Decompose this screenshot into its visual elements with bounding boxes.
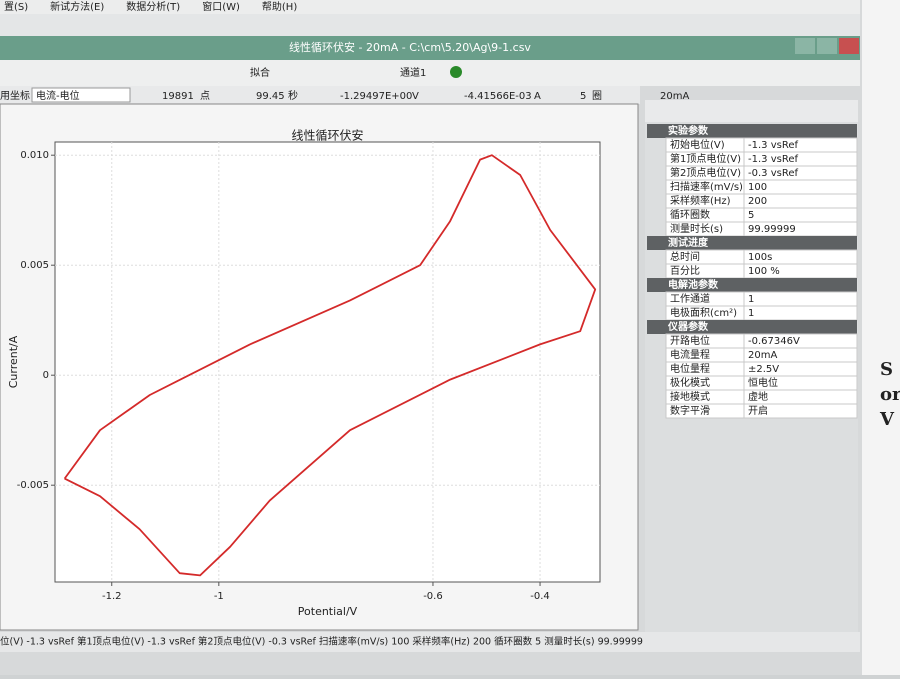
close-button[interactable]: [839, 38, 859, 54]
property-name: 测量时长(s): [670, 222, 723, 235]
y-tick-label: 0: [43, 370, 49, 381]
coord-label: 用坐标: [0, 90, 30, 102]
property-value: 20mA: [748, 350, 777, 361]
status-text: 位(V) -1.3 vsRef 第1顶点电位(V) -1.3 vsRef 第2顶…: [0, 636, 643, 648]
cv-curve: [63, 154, 597, 577]
menu-item[interactable]: 新试方法(E): [50, 0, 104, 13]
property-name: 极化模式: [670, 376, 710, 389]
property-value: -1.3 vsRef: [748, 154, 798, 165]
property-name: 初始电位(V): [670, 138, 725, 151]
section-title: 电解池参数: [668, 278, 719, 291]
property-name: 第1顶点电位(V): [670, 152, 741, 165]
coord-select[interactable]: [31, 87, 131, 103]
property-name: 百分比: [670, 265, 700, 277]
time: 99.45: [256, 91, 285, 102]
side-text: or: [880, 384, 900, 405]
y-tick-label: -0.005: [17, 480, 49, 491]
property-value: 恒电位: [748, 376, 778, 389]
channel-label: 通道1: [400, 66, 426, 79]
property-name: 接地模式: [670, 390, 710, 403]
property-value: 1: [748, 308, 754, 319]
property-value: -0.67346V: [748, 336, 800, 347]
app-toolbar: [0, 14, 860, 36]
points-unit: 点: [200, 90, 210, 102]
menu-item[interactable]: 窗口(W): [202, 0, 240, 13]
current-unit: A: [534, 91, 541, 102]
fit-label[interactable]: 拟合: [250, 66, 270, 79]
potential: -1.29497E+00: [340, 91, 412, 102]
current: -4.41566E-03: [464, 91, 532, 102]
section-header: [647, 236, 857, 250]
x-tick-label: -1: [214, 591, 224, 602]
property-value: 开启: [748, 404, 768, 417]
property-value: ±2.5V: [748, 364, 779, 375]
property-value: 100 %: [748, 266, 780, 277]
y-tick-label: 0.005: [20, 260, 49, 271]
property-name: 电极面积(cm²): [670, 306, 737, 319]
property-value: 200: [748, 196, 767, 207]
minimize-button[interactable]: [795, 38, 815, 54]
range: 20mA: [660, 91, 689, 102]
y-tick-label: 0.010: [20, 150, 49, 161]
chart-toolbar: [0, 60, 860, 86]
property-name: 开路电位: [670, 334, 710, 347]
section-title: 测试进度: [668, 236, 709, 249]
property-value: 100s: [748, 252, 772, 263]
property-name: 第2顶点电位(V): [670, 166, 741, 179]
cycles-unit: 圈: [592, 90, 602, 102]
coord-mode[interactable]: 电流-电位: [36, 89, 80, 102]
property-name: 电位量程: [670, 362, 710, 375]
cycles: 5: [580, 91, 586, 102]
menu-item[interactable]: 帮助(H): [262, 0, 297, 13]
x-tick-label: -0.4: [530, 591, 550, 602]
property-name: 总时间: [670, 250, 700, 263]
property-name: 数字平滑: [670, 404, 710, 417]
y-axis-label: Current/A: [7, 335, 20, 388]
status-led: [450, 66, 462, 78]
status-bar: [0, 632, 860, 652]
property-name: 工作通道: [670, 292, 710, 305]
time-unit: 秒: [288, 89, 298, 102]
panel-toolbar: [645, 100, 858, 122]
property-value: 100: [748, 182, 767, 193]
section-title: 仪器参数: [667, 320, 709, 333]
property-row[interactable]: [665, 403, 858, 419]
x-tick-label: -1.2: [102, 591, 122, 602]
maximize-button[interactable]: [817, 38, 837, 54]
x-tick-label: -0.6: [423, 591, 443, 602]
section-header: [647, 320, 857, 334]
x-axis-label: Potential/V: [298, 605, 358, 618]
property-value: 虚地: [748, 390, 768, 403]
property-name: 采样频率(Hz): [670, 194, 731, 207]
menu-item[interactable]: 数据分析(T): [126, 0, 180, 13]
property-value: -1.3 vsRef: [748, 140, 798, 151]
menu-bar: [0, 0, 860, 14]
potential-unit: V: [412, 91, 419, 102]
property-value: 5: [748, 210, 754, 221]
property-name: 循环圈数: [670, 208, 710, 221]
property-value: 99.99999: [748, 224, 796, 235]
plot-area: [54, 141, 601, 583]
points: 19891: [162, 91, 194, 102]
title-bar: [0, 36, 860, 60]
side-text: S: [880, 359, 893, 380]
property-name: 扫描速率(mV/s): [670, 180, 743, 193]
side-window: [862, 0, 900, 675]
chart-title: 线性循环伏安: [291, 128, 363, 143]
menu-item[interactable]: 置(S): [4, 1, 28, 13]
property-value: 1: [748, 294, 754, 305]
property-name: 电流量程: [670, 348, 710, 361]
info-bar: [0, 86, 640, 104]
window-title: 线性循环伏安 - 20mA - C:\cm\5.20\Ag\9-1.csv: [289, 40, 531, 54]
side-text: V: [879, 409, 895, 430]
section-header: [647, 278, 857, 292]
property-value: -0.3 vsRef: [748, 168, 798, 179]
section-header: [647, 124, 857, 138]
section-title: 实验参数: [668, 124, 709, 137]
